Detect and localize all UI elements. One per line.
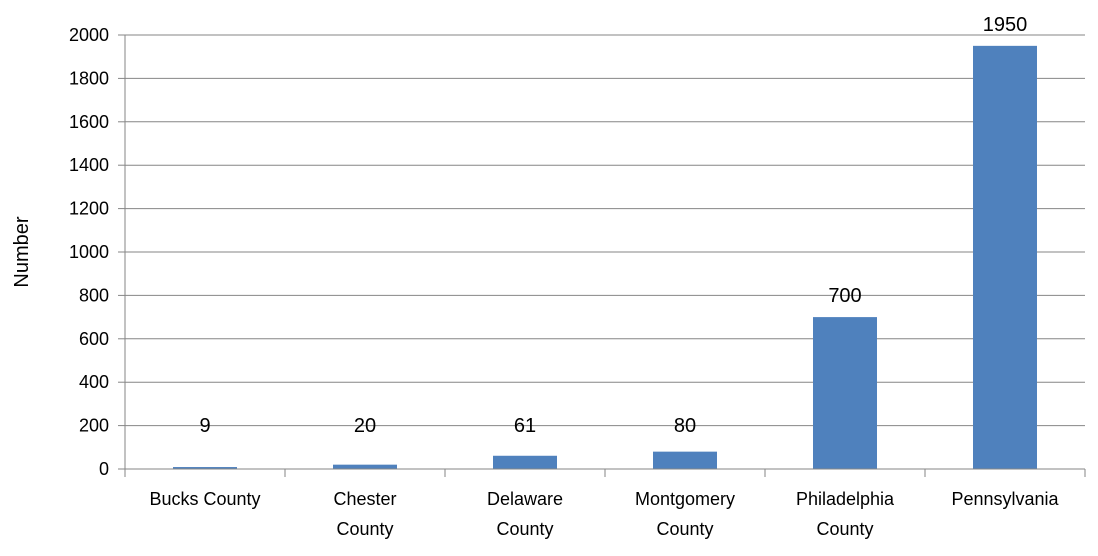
y-tick-label: 200 <box>79 416 109 436</box>
y-tick-label: 0 <box>99 459 109 479</box>
data-label: 9 <box>199 415 210 437</box>
x-category-label-line: Philadelphia <box>796 489 895 509</box>
axes <box>118 34 1086 477</box>
x-category-label: Delaware County <box>487 489 563 539</box>
y-tick-label: 1600 <box>69 112 109 132</box>
x-category-label: Philadelphia County <box>796 489 895 539</box>
y-tick-label: 1800 <box>69 68 109 88</box>
bar <box>813 317 877 469</box>
data-labels: 9 20 61 80 700 1950 <box>199 14 1027 437</box>
x-category-label-line: County <box>496 519 553 539</box>
gridlines <box>125 34 1085 427</box>
x-category-label-line: Chester <box>333 489 396 509</box>
y-tick-label: 400 <box>79 372 109 392</box>
y-tick-label: 2000 <box>69 25 109 45</box>
bar <box>493 455 557 469</box>
x-category-label-line: County <box>656 519 713 539</box>
x-category-label: Bucks County <box>149 489 260 509</box>
x-category-label-line: County <box>816 519 873 539</box>
x-category-label-line: Delaware <box>487 489 563 509</box>
y-axis-title: Number <box>11 216 33 287</box>
x-category-label: Pennsylvania <box>951 489 1059 509</box>
bars <box>173 45 1037 469</box>
x-category-label-line: Pennsylvania <box>951 489 1059 509</box>
y-tick-label: 1000 <box>69 242 109 262</box>
data-label: 80 <box>674 415 696 437</box>
y-tick-label: 600 <box>79 329 109 349</box>
x-category-label-line: Montgomery <box>635 489 735 509</box>
data-label: 20 <box>354 415 376 437</box>
y-tick-label: 1400 <box>69 155 109 175</box>
y-tick-label: 1200 <box>69 199 109 219</box>
x-category-label: Chester County <box>333 489 396 539</box>
y-tick-label: 800 <box>79 285 109 305</box>
data-label: 61 <box>514 415 536 437</box>
x-category-label: Montgomery County <box>635 489 735 539</box>
x-category-label-line: Bucks County <box>149 489 260 509</box>
bar <box>333 464 397 469</box>
x-category-label-line: County <box>336 519 393 539</box>
data-label: 1950 <box>983 14 1028 36</box>
bar <box>973 45 1037 469</box>
data-label: 700 <box>828 285 861 307</box>
y-tick-labels: 0 200 400 600 800 1000 1200 1400 1600 1800 2000 <box>69 25 109 479</box>
bar <box>173 467 237 469</box>
bar <box>653 451 717 469</box>
